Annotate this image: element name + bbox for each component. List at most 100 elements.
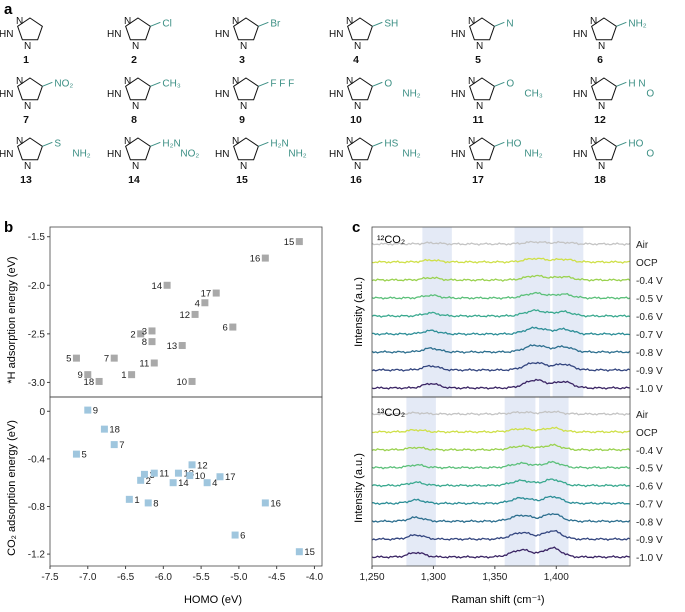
ring-atom-n-lower: N xyxy=(240,41,247,52)
bottom-intensity-label: Intensity (a.u.) xyxy=(353,453,365,523)
panel-b-scatter-plots: -1.5-2.0-2.5-3.0 0-0.4-0.8-1.2 -7.5 -7.0-… xyxy=(6,226,324,606)
x-tick-label: -4.0 xyxy=(306,572,324,583)
point-1 xyxy=(128,371,136,379)
ring-atom-n-lower: N xyxy=(354,161,361,172)
point-label: 13 xyxy=(167,341,178,352)
substituent-bond xyxy=(42,81,53,87)
series-label: -0.8 V xyxy=(636,517,663,528)
compound-number: 16 xyxy=(350,174,362,186)
compound-number: 5 xyxy=(475,54,481,66)
ring xyxy=(125,77,151,101)
ring-atom-nh: HN xyxy=(215,29,229,40)
point-label: 16 xyxy=(270,498,281,509)
point-label: 15 xyxy=(284,237,295,248)
point-label: 15 xyxy=(304,547,315,558)
substituent-bond xyxy=(150,141,161,147)
spectrum-1-0 xyxy=(371,410,631,416)
point-15 xyxy=(295,548,303,556)
point-label: 12 xyxy=(179,310,190,321)
point-label: 17 xyxy=(225,472,236,483)
top-y-axis-label: *H adsorption energy (eV) xyxy=(6,256,18,383)
highlight-bands xyxy=(406,227,584,566)
point-6 xyxy=(229,323,237,331)
point-label: 8 xyxy=(153,498,158,509)
ring-atom-n-lower: N xyxy=(24,41,31,52)
point-label: 12 xyxy=(197,460,208,471)
ring-atom-n: N xyxy=(232,136,239,147)
point-label: 14 xyxy=(152,281,163,292)
spectrum-0-5 xyxy=(372,326,631,336)
point-label: 10 xyxy=(195,471,206,482)
highlight-band xyxy=(504,397,536,566)
y-tick-label: -0.4 xyxy=(28,454,46,465)
ring-atom-n-lower: N xyxy=(476,101,483,112)
ring xyxy=(233,137,259,161)
point-label: 1 xyxy=(121,370,126,381)
spectrum-0-4 xyxy=(371,308,631,318)
ring-atom-n: N xyxy=(124,16,131,27)
point-11 xyxy=(150,469,158,477)
ring-atom-n-lower: N xyxy=(354,101,361,112)
ring-atom-n: N xyxy=(232,76,239,87)
point-5 xyxy=(72,354,80,362)
substituent-2: O xyxy=(646,148,654,159)
compound-number: 15 xyxy=(236,174,248,186)
x-tick-label: 1,400 xyxy=(544,572,569,583)
substituent-1: H N xyxy=(628,78,645,89)
ring-atom-n: N xyxy=(124,76,131,87)
ring xyxy=(591,17,617,41)
top-intensity-label: Intensity (a.u.) xyxy=(353,277,365,347)
substituent-bond xyxy=(616,141,627,147)
series-label: -1.0 V xyxy=(636,384,663,395)
ring-atom-nh: HN xyxy=(573,29,587,40)
point-5 xyxy=(72,450,80,458)
compound-number: 10 xyxy=(350,114,362,126)
substituent-bond xyxy=(258,81,269,87)
y-tick-label: 0 xyxy=(39,407,45,418)
spectrum-1-6 xyxy=(371,512,631,524)
compound-number: 8 xyxy=(131,114,137,126)
raman-x-ticks: 1,250 1,300 1,350 1,400 xyxy=(359,566,569,583)
substituent-bond xyxy=(372,21,383,27)
spectrum-1-5 xyxy=(371,495,631,506)
x-tick-label: -7.0 xyxy=(79,572,97,583)
ring-atom-nh: HN xyxy=(329,89,343,100)
spectrum-0-8 xyxy=(371,378,631,390)
ring xyxy=(17,137,43,161)
ring xyxy=(347,77,373,101)
ring xyxy=(125,17,151,41)
x-tick-label: -4.5 xyxy=(268,572,286,583)
point-label: 16 xyxy=(250,254,261,265)
point-7 xyxy=(110,441,118,449)
spectrum-0-6 xyxy=(371,344,631,354)
substituent-bond xyxy=(258,21,269,27)
ring xyxy=(17,77,43,101)
substituent-1: NH₂ xyxy=(628,18,646,29)
x-tick-label: -6.0 xyxy=(155,572,173,583)
point-label: 7 xyxy=(104,354,109,365)
substituent-bond xyxy=(372,81,383,87)
raman-x-axis-label: Raman shift (cm⁻¹) xyxy=(451,594,544,606)
ring-atom-n: N xyxy=(346,76,353,87)
substituent-1: Cl xyxy=(162,18,171,29)
ring xyxy=(591,77,617,101)
substituent-bond xyxy=(372,141,383,147)
ring-atom-nh: HN xyxy=(573,89,587,100)
point-13 xyxy=(174,469,182,477)
series-label: -0.9 V xyxy=(636,366,663,377)
substituent-1: HO xyxy=(628,138,643,149)
ring-atom-n-lower: N xyxy=(24,101,31,112)
ring-atom-n-lower: N xyxy=(476,161,483,172)
ring-atom-n: N xyxy=(468,136,475,147)
point-3 xyxy=(148,327,156,335)
ring xyxy=(17,17,43,41)
spectra-lines xyxy=(371,240,631,559)
series-labels: Air OCP -0.4 V -0.5 V -0.6 V -0.7 V -0.8 V -0.9… xyxy=(636,240,663,564)
